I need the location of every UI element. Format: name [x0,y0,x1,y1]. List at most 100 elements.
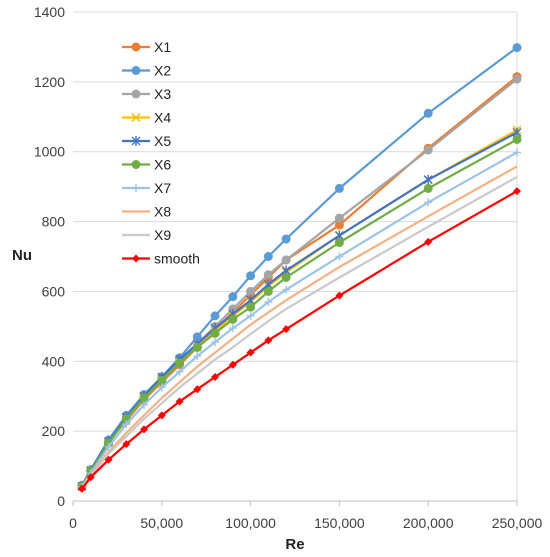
data-point-smooth [193,385,202,394]
data-point-smooth [122,440,131,449]
series-line-X7 [80,151,518,488]
series-X2 [77,43,522,490]
legend-swatch-marker [132,184,140,192]
y-tick-label: 600 [42,283,66,299]
data-point-smooth [140,425,149,434]
series-layer [77,43,522,493]
data-point-X7 [211,338,220,347]
data-point-smooth [282,325,291,334]
data-point-X6 [334,238,344,248]
legend-label: X9 [154,227,171,243]
data-point-X6 [157,375,167,385]
x-tick-label: 250,000 [492,515,543,531]
grid-layer [73,11,518,502]
data-point-X7 [193,352,202,361]
data-point-X2 [263,252,273,261]
legend-label: X4 [154,110,171,126]
legend-label: X5 [154,133,171,149]
data-point-smooth [77,484,86,493]
series-line-X9 [81,175,518,490]
data-point-X7 [246,311,255,320]
data-point-smooth [246,348,255,357]
data-point-X2 [246,271,256,281]
legend-entry-X2: X2 [122,63,171,79]
data-point-smooth [264,336,273,345]
legend-entry-smooth: smooth [122,251,200,267]
data-point-X3 [281,255,291,265]
y-tick-label: 1000 [34,144,65,160]
legend-entry-X1: X1 [122,39,171,55]
series-X5 [77,127,522,492]
legend-label: X8 [154,204,171,220]
legend-entry-X8: X8 [122,204,171,220]
data-point-X3 [263,270,273,280]
data-point-X2 [228,292,238,302]
legend-swatch-marker [131,112,141,123]
data-point-X7 [140,400,149,409]
x-axis-title: Re [285,536,304,553]
data-point-X3 [423,145,433,155]
data-point-X2 [281,234,291,244]
legend-swatch-marker [131,136,141,146]
data-point-X6 [228,314,238,324]
y-tick-label: 200 [42,423,66,439]
legend-swatch-marker [131,89,141,99]
x-tick-label: 200,000 [403,515,454,531]
legend-entry-X4: X4 [122,110,171,126]
legend-label: X6 [154,157,171,173]
data-point-X7 [157,383,166,392]
data-point-X6 [263,286,273,296]
legend-swatch-marker [131,42,141,52]
data-point-X2 [512,43,522,53]
series-line-X5 [80,131,518,487]
series-line-X6 [80,138,518,487]
y-tick-label: 800 [42,214,66,230]
legend-swatch-marker [131,160,141,169]
data-point-smooth [86,473,95,482]
data-point-X7 [264,297,273,306]
data-point-X6 [423,183,433,193]
legend-entry-X7: X7 [122,180,171,196]
data-point-smooth [228,360,237,369]
x-tick-label: 0 [69,515,77,531]
series-line-X4 [80,129,518,487]
series-X4 [77,125,522,491]
data-point-X6 [210,328,220,338]
data-point-X5 [423,174,433,185]
data-point-X7 [335,252,344,261]
series-smooth [77,187,521,493]
y-tick-label: 1400 [34,4,65,20]
data-point-X7 [424,198,433,207]
data-point-X6 [192,342,202,352]
series-X8 [80,165,518,489]
legend-swatch-marker [131,66,141,75]
data-point-smooth [335,291,344,300]
data-point-X7 [282,285,291,294]
data-point-X6 [512,134,522,144]
data-point-X7 [122,420,131,429]
data-point-X7 [513,148,521,157]
y-tick-label: 1200 [34,74,65,90]
data-point-X3 [334,213,344,223]
y-axis-title: Nu [12,247,32,264]
legend-label: X7 [154,180,171,196]
data-point-X7 [175,367,184,376]
legend-label: smooth [154,251,200,267]
y-tick-label: 400 [42,353,66,369]
data-point-smooth [513,187,521,196]
data-point-X2 [210,311,220,321]
data-point-smooth [424,237,433,246]
x-tick-label: 50,000 [140,515,183,531]
legend-label: X2 [154,63,171,79]
series-X9 [81,175,518,490]
legend-label: X3 [154,86,171,102]
data-point-X2 [334,183,344,193]
series-line-smooth [81,190,518,490]
data-point-X2 [423,108,433,118]
legend-entry-X6: X6 [122,157,171,173]
data-point-X3 [246,286,256,296]
data-point-X7 [104,442,113,451]
data-point-X6 [175,358,185,368]
